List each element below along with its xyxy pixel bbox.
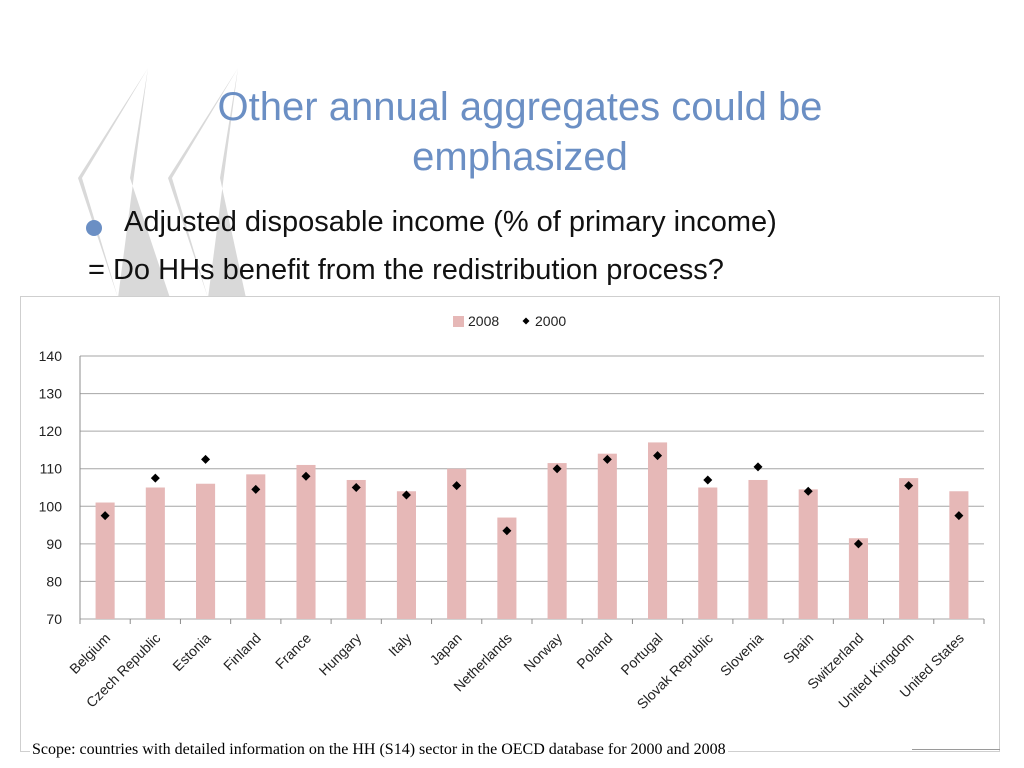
y-tick-label: 100	[39, 498, 63, 514]
bullet-text: Adjusted disposable income (% of primary…	[124, 206, 777, 238]
x-category-label: Hungary	[316, 630, 365, 679]
bar-2008-united-states	[949, 491, 969, 619]
marker-2000-norway	[552, 464, 562, 474]
x-category-label: Norway	[520, 630, 565, 675]
legend-label-2000: 2000	[535, 313, 566, 329]
footnote-divider	[912, 749, 1000, 750]
bar-2008-norway	[547, 463, 567, 619]
y-tick-label: 110	[40, 461, 63, 477]
bar-2008-finland	[246, 474, 266, 619]
x-category-label: Slovenia	[717, 630, 766, 679]
bar-2008-czech-republic	[145, 487, 165, 619]
legend-marker-2000	[522, 317, 530, 325]
bullet-dot-icon	[86, 219, 102, 236]
y-tick-label: 80	[46, 573, 62, 589]
legend-swatch-2008	[453, 316, 464, 327]
chart-frame: 70 80 90 100 110 120 130 140 Belgium Czech Republ…	[20, 296, 1000, 752]
slide-title: Other annual aggregates could be emphasi…	[120, 82, 920, 182]
bar-2008-hungary	[346, 479, 366, 619]
marker-2000-slovak-republic	[703, 475, 713, 485]
y-tick-label: 90	[46, 536, 62, 552]
y-tick-label: 120	[39, 423, 63, 439]
marker-2000-japan	[452, 481, 462, 491]
bar-2008-poland	[597, 453, 617, 619]
marker-2000-spain	[803, 486, 813, 496]
x-category-label: Finland	[220, 630, 264, 674]
bar-2008-japan	[447, 468, 467, 619]
x-category-label: Belgium	[66, 630, 113, 677]
bar-2008-france	[296, 464, 316, 619]
y-tick-label: 70	[46, 611, 62, 627]
bar-2008-switzerland	[848, 538, 868, 619]
slide-title-line2: emphasized	[412, 135, 628, 179]
marker-2000-united-kingdom	[904, 481, 914, 491]
x-category-label: Japan	[426, 630, 464, 668]
quote-mark-left-back	[118, 68, 170, 298]
x-category-label: Estonia	[169, 630, 213, 674]
bar-2008-estonia	[196, 483, 216, 619]
bar-2008-united-kingdom	[899, 478, 919, 619]
bar-2008-portugal	[648, 442, 668, 619]
y-tick-label: 130	[39, 386, 63, 402]
quote-mark-decoration	[78, 68, 246, 298]
marker-2000-czech-republic	[150, 473, 160, 483]
marker-2000-slovenia	[753, 462, 763, 472]
subheading-question: = Do HHs benefit from the redistribution…	[88, 254, 724, 286]
marker-2000-estonia	[201, 454, 211, 464]
x-category-label: France	[272, 630, 314, 672]
slide-title-line1: Other annual aggregates could be	[217, 85, 823, 129]
x-category-label: Italy	[385, 630, 414, 659]
marker-2000-finland	[251, 484, 261, 494]
bar-2008-slovenia	[748, 479, 768, 619]
footnote: Scope: countries with detailed informati…	[30, 741, 728, 759]
marker-2000-italy	[401, 490, 411, 500]
marker-2000-belgium	[100, 511, 110, 521]
bar-2008-belgium	[95, 502, 115, 619]
quote-mark-right-back	[208, 68, 246, 298]
marker-2000-france	[301, 471, 311, 481]
x-category-label: Spain	[780, 630, 817, 667]
bar-2008-italy	[396, 491, 416, 619]
marker-2000-hungary	[351, 483, 361, 492]
bar-2008-slovak-republic	[698, 487, 718, 619]
marker-2000-united-states	[954, 511, 964, 521]
x-category-label: Poland	[573, 630, 615, 672]
y-tick-label: 140	[39, 348, 63, 364]
marker-2000-netherlands	[502, 526, 512, 536]
marker-2000-portugal	[653, 451, 663, 461]
bar-2008-netherlands	[497, 517, 517, 619]
bar-2008-spain	[798, 489, 818, 619]
bullet-item: Adjusted disposable income (% of primary…	[86, 206, 777, 239]
x-category-label: Portugal	[617, 630, 665, 678]
marker-2000-poland	[602, 454, 612, 464]
legend-label-2008: 2008	[468, 313, 499, 329]
marker-2000-switzerland	[853, 539, 863, 549]
